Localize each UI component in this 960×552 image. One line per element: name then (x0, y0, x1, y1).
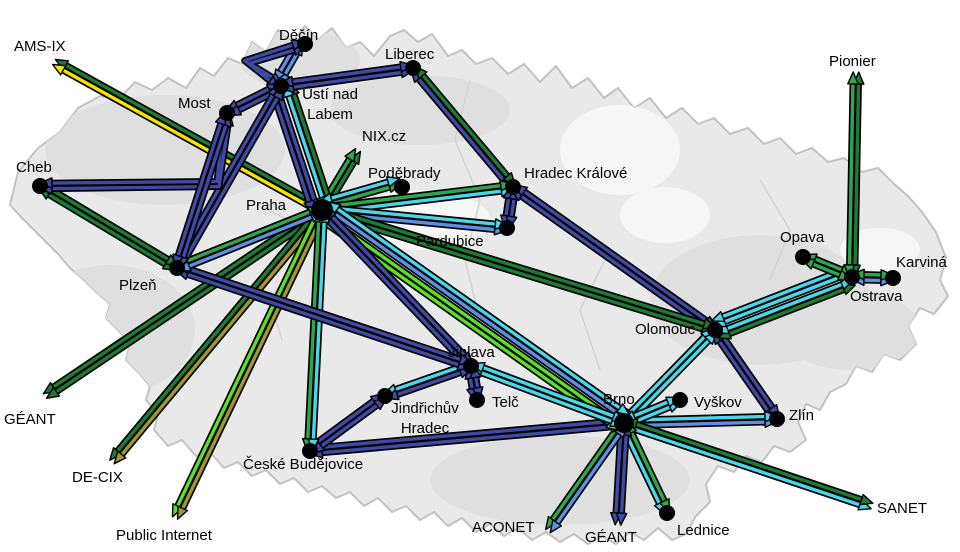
network-edge-brno-sanet (622, 418, 874, 511)
edges-layer (37, 39, 894, 534)
city-node-most (219, 105, 235, 121)
city-node-ostrava (844, 269, 860, 285)
region-border (759, 179, 791, 281)
city-node-olomouc (707, 322, 723, 338)
terrain-patch (620, 187, 710, 243)
network-edge-praha-geant_l (42, 206, 325, 399)
city-node-decin (297, 36, 313, 52)
city-node-karvina (885, 270, 901, 286)
network-edge-praha-pubint (171, 208, 326, 520)
city-node-brno (614, 413, 634, 433)
city-node-zlin (769, 411, 785, 427)
city-node-jhradec (377, 388, 393, 404)
network-edge-praha-cbudejovice (301, 209, 331, 452)
terrain-patch (25, 265, 195, 395)
network-edge-brno-geant_b (610, 422, 632, 526)
network-edge-plzen-jihlava (175, 263, 473, 371)
network-edge-praha-plzen (175, 206, 324, 272)
city-node-usti (273, 78, 289, 94)
network-edge-praha-decix (109, 207, 325, 465)
terrain-patch (780, 290, 920, 370)
network-edge-praha-amsix (51, 58, 325, 214)
city-node-opava (795, 249, 811, 265)
nodes-layer (32, 36, 901, 521)
city-node-cheb (32, 178, 48, 194)
city-node-liberec (405, 60, 421, 76)
city-node-podebrady (394, 179, 410, 195)
network-edge-olomouc-ostrava (710, 266, 852, 328)
city-node-telc (469, 392, 485, 408)
network-edge-brno-vyskov (622, 396, 682, 427)
city-node-cbudejovice (302, 443, 318, 459)
network-edge-jihlava-brno (469, 362, 626, 427)
city-node-jihlava (463, 358, 479, 374)
city-node-plzen (169, 260, 185, 276)
terrain-patch (560, 105, 680, 195)
network-edge-usti-liberec (279, 61, 415, 94)
region-border (579, 249, 611, 371)
city-node-vyskov (672, 392, 688, 408)
network-edge-brno-zlin (623, 410, 778, 432)
city-node-pardubice (499, 220, 515, 236)
terrain-patch (840, 228, 920, 272)
network-edge-plzen-most (172, 111, 232, 270)
network-edge-ostrava-pionier (843, 71, 865, 278)
city-node-lednice (659, 505, 675, 521)
city-node-hradec (505, 179, 521, 195)
city-node-praha (311, 199, 333, 221)
network-edge-ostrava-opava (801, 253, 854, 281)
network-edge-usti-most (224, 82, 283, 117)
network-edge-ostrava-karvina (851, 268, 894, 287)
network-edge-olomouc-ostrava (715, 278, 856, 340)
network-edge-praha-brno (323, 201, 631, 421)
